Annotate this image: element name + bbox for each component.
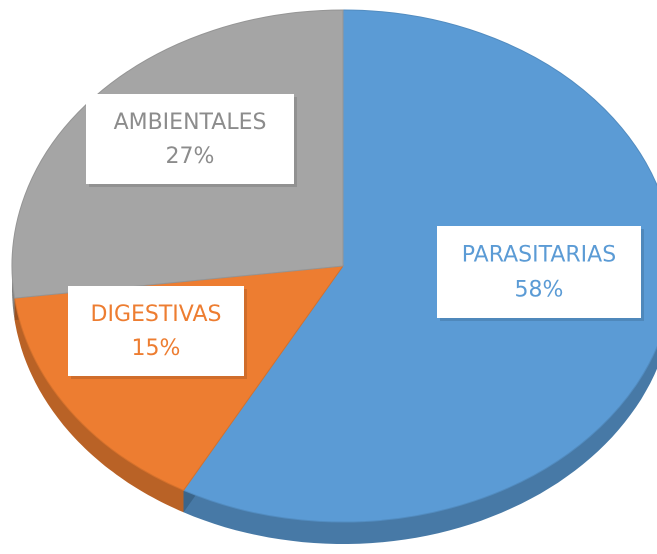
data-label: AMBIENTALES 27% <box>86 94 297 187</box>
category-label: AMBIENTALES <box>114 110 267 135</box>
data-label: DIGESTIVAS 15% <box>68 286 247 379</box>
slice-side <box>12 266 15 321</box>
data-label: PARASITARIAS 58% <box>437 226 644 321</box>
label-box <box>68 286 244 376</box>
label-box <box>86 94 294 184</box>
category-label: DIGESTIVAS <box>91 302 222 327</box>
value-label: 27% <box>166 144 215 169</box>
category-label: PARASITARIAS <box>462 242 616 267</box>
value-label: 58% <box>515 277 564 302</box>
label-box <box>437 226 641 318</box>
slice-side <box>183 346 657 544</box>
slice-side <box>14 298 184 513</box>
value-label: 15% <box>132 336 181 361</box>
slice <box>182 9 657 523</box>
